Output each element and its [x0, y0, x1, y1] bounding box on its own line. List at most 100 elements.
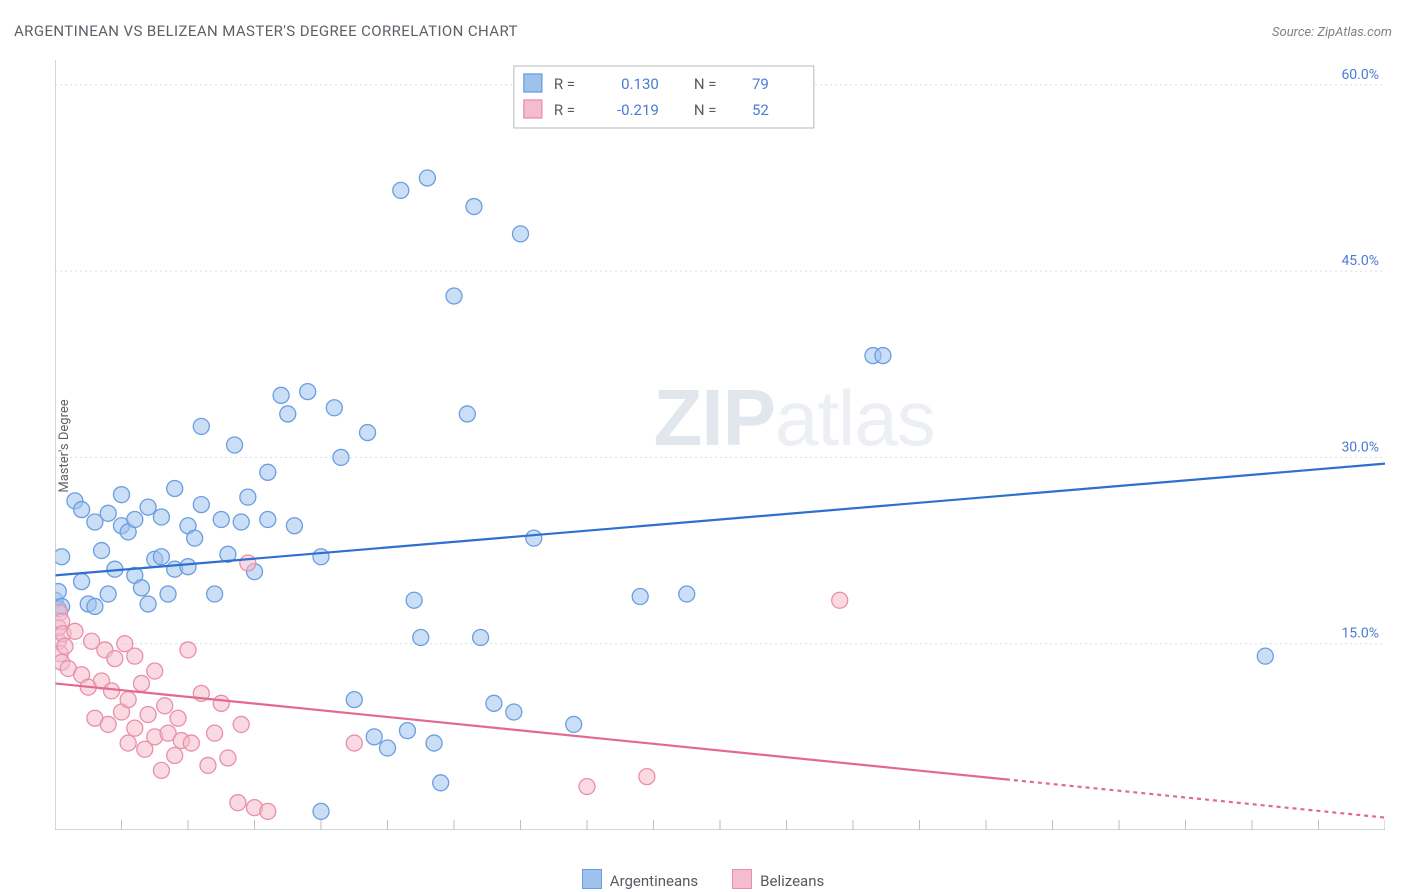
bottom-legend: ArgentineansBelizeans — [0, 869, 1406, 890]
scatter-point — [419, 170, 435, 186]
svg-text:0.130: 0.130 — [621, 75, 659, 93]
scatter-point — [120, 735, 136, 751]
svg-text:N =: N = — [694, 75, 717, 93]
svg-text:30.0%: 30.0% — [1341, 439, 1379, 455]
scatter-point — [120, 692, 136, 708]
regression-line-extrap — [1006, 779, 1385, 817]
scatter-point — [280, 406, 296, 422]
scatter-point — [127, 512, 143, 528]
scatter-point — [832, 592, 848, 608]
scatter-point — [94, 543, 110, 559]
svg-text:N =: N = — [694, 101, 717, 119]
scatter-point — [100, 505, 116, 521]
svg-text:60.0%: 60.0% — [1341, 67, 1379, 83]
scatter-point — [87, 598, 103, 614]
scatter-point — [133, 580, 149, 596]
scatter-point — [233, 716, 249, 732]
svg-text:R =: R = — [554, 75, 575, 93]
chart-source: Source: ZipAtlas.com — [1272, 25, 1392, 40]
scatter-point — [207, 586, 223, 602]
svg-text:45.0%: 45.0% — [1341, 253, 1379, 269]
scatter-point — [55, 584, 66, 600]
svg-text:79: 79 — [752, 75, 769, 93]
scatter-point — [260, 464, 276, 480]
scatter-point — [55, 549, 70, 565]
scatter-point — [486, 695, 502, 711]
scatter-point — [679, 586, 695, 602]
scatter-point — [167, 480, 183, 496]
scatter-point — [380, 740, 396, 756]
chart-area: 15.0%30.0%45.0%60.0%ZIPatlas0.0%20.0%R =… — [55, 60, 1385, 830]
svg-text:52: 52 — [752, 101, 769, 119]
svg-text:15.0%: 15.0% — [1341, 626, 1379, 642]
scatter-point — [230, 795, 246, 811]
scatter-point — [200, 757, 216, 773]
scatter-point — [153, 549, 169, 565]
legend-swatch — [524, 74, 542, 92]
scatter-point — [114, 487, 130, 503]
scatter-point — [213, 695, 229, 711]
scatter-point — [160, 586, 176, 602]
svg-text:ZIPatlas: ZIPatlas — [654, 373, 935, 462]
scatter-point — [220, 750, 236, 766]
scatter-point — [433, 775, 449, 791]
scatter-point — [227, 437, 243, 453]
scatter-point — [180, 642, 196, 658]
scatter-point — [875, 348, 891, 364]
scatter-point — [183, 735, 199, 751]
scatter-point — [300, 384, 316, 400]
scatter-point — [57, 638, 73, 654]
scatter-point — [313, 549, 329, 565]
scatter-point — [406, 592, 422, 608]
scatter-point — [180, 559, 196, 575]
scatter-point — [526, 530, 542, 546]
scatter-point — [140, 596, 156, 612]
scatter-point — [260, 803, 276, 819]
scatter-point — [513, 226, 529, 242]
scatter-point — [233, 514, 249, 530]
scatter-point — [207, 725, 223, 741]
scatter-point — [74, 502, 90, 518]
scatter-point — [133, 675, 149, 691]
legend-swatch — [582, 869, 602, 889]
legend-swatch — [524, 100, 542, 118]
scatter-point — [107, 651, 123, 667]
scatter-point — [346, 735, 362, 751]
scatter-point — [67, 623, 83, 639]
scatter-point — [104, 683, 120, 699]
legend-item: Belizeans — [732, 869, 824, 890]
chart-header: ARGENTINEAN VS BELIZEAN MASTER'S DEGREE … — [14, 22, 1392, 40]
scatter-point — [187, 530, 203, 546]
scatter-point — [147, 663, 163, 679]
scatter-point — [100, 716, 116, 732]
scatter-point — [153, 762, 169, 778]
scatter-point — [446, 288, 462, 304]
scatter-point — [473, 630, 489, 646]
scatter-point — [170, 710, 186, 726]
scatter-point — [413, 630, 429, 646]
scatter-point — [167, 747, 183, 763]
regression-line — [55, 683, 1006, 779]
scatter-point — [74, 574, 90, 590]
scatter-point — [213, 512, 229, 528]
scatter-point — [1257, 648, 1273, 664]
scatter-point — [140, 707, 156, 723]
scatter-point — [286, 518, 302, 534]
scatter-point — [579, 779, 595, 795]
scatter-point — [632, 589, 648, 605]
scatter-point — [240, 489, 256, 505]
scatter-point — [360, 425, 376, 441]
scatter-point — [639, 769, 655, 785]
regression-line — [55, 464, 1385, 576]
scatter-point — [153, 509, 169, 525]
scatter-point — [127, 720, 143, 736]
scatter-point — [100, 586, 116, 602]
scatter-point — [466, 199, 482, 215]
scatter-point — [393, 182, 409, 198]
scatter-point — [346, 692, 362, 708]
scatter-point — [399, 723, 415, 739]
scatter-point — [240, 555, 256, 571]
scatter-point — [157, 698, 173, 714]
svg-text:R =: R = — [554, 101, 575, 119]
chart-title: ARGENTINEAN VS BELIZEAN MASTER'S DEGREE … — [14, 22, 518, 40]
